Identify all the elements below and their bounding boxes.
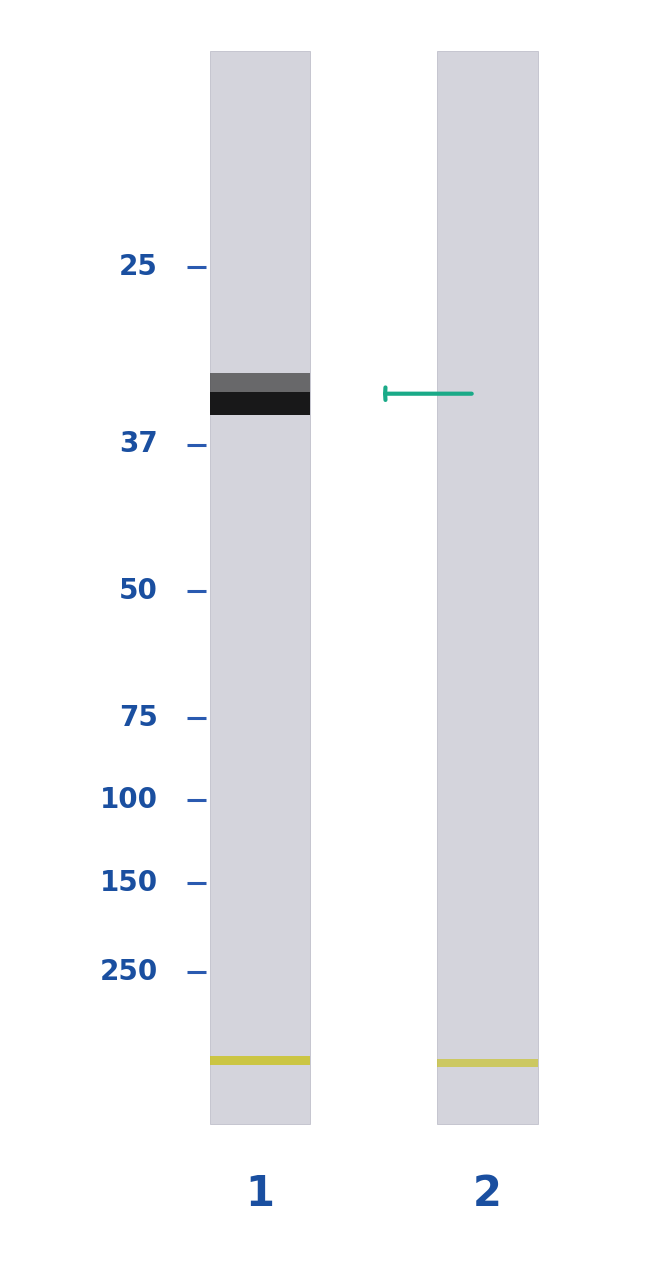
Text: 25: 25 <box>119 253 157 281</box>
Text: 2: 2 <box>473 1172 502 1215</box>
Bar <box>437 51 538 1124</box>
Text: 50: 50 <box>119 577 157 605</box>
Bar <box>209 391 311 414</box>
Bar <box>209 373 311 391</box>
Text: 75: 75 <box>119 704 157 732</box>
Text: 1: 1 <box>246 1172 274 1215</box>
Text: 100: 100 <box>99 786 157 814</box>
Bar <box>437 1059 538 1067</box>
Text: 150: 150 <box>99 869 157 897</box>
Bar <box>209 51 311 1124</box>
Text: 250: 250 <box>99 958 157 986</box>
Bar <box>209 1057 311 1064</box>
Text: 37: 37 <box>119 431 157 458</box>
